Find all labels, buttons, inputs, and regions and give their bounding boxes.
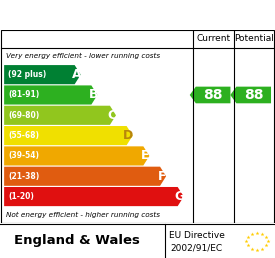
Text: Current: Current [196,34,230,43]
Polygon shape [230,87,271,103]
Text: D: D [123,129,134,142]
Text: 88: 88 [204,88,223,102]
Text: EU Directive: EU Directive [169,231,225,240]
Text: A: A [72,68,81,81]
Polygon shape [4,167,166,186]
Text: England & Wales: England & Wales [14,234,140,247]
Text: B: B [89,88,98,101]
Polygon shape [4,187,184,206]
Text: Not energy efficient - higher running costs: Not energy efficient - higher running co… [6,212,159,218]
Text: F: F [158,170,166,183]
Text: Very energy efficient - lower running costs: Very energy efficient - lower running co… [6,53,159,59]
Text: (69-80): (69-80) [8,111,40,120]
Text: (39-54): (39-54) [8,151,39,160]
Polygon shape [4,65,81,84]
Polygon shape [190,87,230,103]
Text: (81-91): (81-91) [8,91,40,100]
Text: E: E [141,149,149,163]
Text: 2002/91/EC: 2002/91/EC [170,244,223,253]
Text: Potential: Potential [234,34,274,43]
Text: (21-38): (21-38) [8,172,40,181]
Text: G: G [174,190,185,203]
Polygon shape [4,85,97,104]
Text: (92 plus): (92 plus) [8,70,46,79]
Text: (55-68): (55-68) [8,131,39,140]
Polygon shape [4,126,133,145]
Polygon shape [4,146,149,166]
Text: C: C [107,109,116,122]
Polygon shape [4,106,116,125]
Text: (1-20): (1-20) [8,192,34,201]
Text: Energy Efficiency Rating: Energy Efficiency Rating [36,7,239,22]
Text: 88: 88 [244,88,263,102]
